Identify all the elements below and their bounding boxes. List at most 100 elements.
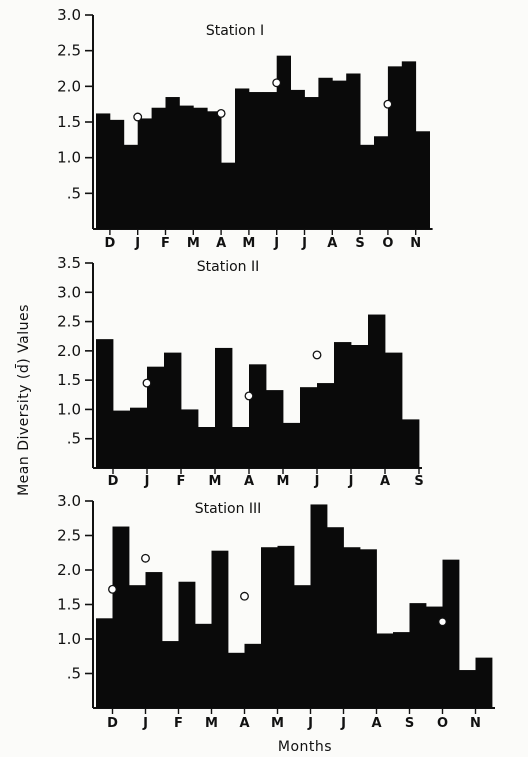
bar [145, 572, 163, 708]
bar [249, 364, 267, 468]
mean-marker [383, 99, 393, 109]
month-label: M [205, 716, 218, 731]
month-label: M [277, 474, 290, 489]
y-tick-label: 1.0 [57, 630, 81, 648]
bar [283, 422, 301, 468]
month-label: N [470, 716, 481, 731]
bar [235, 88, 250, 230]
bar [346, 73, 361, 229]
bar [368, 314, 386, 468]
month-label: J [144, 474, 150, 489]
bar [266, 390, 284, 468]
bar [402, 419, 420, 468]
y-tick-label: 2.5 [57, 527, 81, 545]
bar [96, 618, 113, 708]
bar [244, 643, 262, 708]
bar [262, 92, 278, 229]
month-label: J [301, 236, 307, 251]
month-label: D [105, 236, 116, 251]
bar [181, 409, 199, 468]
panel-title: Station I [206, 23, 264, 39]
x-axis-label: Months [278, 739, 332, 755]
month-label: M [271, 716, 284, 731]
bar [129, 585, 146, 708]
bar [351, 345, 369, 468]
bar [261, 547, 278, 708]
bar [426, 606, 443, 708]
month-label: J [340, 716, 346, 731]
bar [96, 113, 111, 229]
mean-marker [141, 553, 150, 563]
y-tick-label: 2.0 [57, 77, 81, 95]
bar [113, 410, 131, 468]
month-label: M [209, 474, 222, 489]
bar [310, 504, 328, 708]
bar [178, 581, 196, 708]
mean-marker [244, 391, 254, 401]
bar [179, 105, 194, 229]
y-tick-label: 3.5 [57, 254, 81, 272]
month-label: S [405, 716, 414, 731]
month-label: A [239, 716, 249, 731]
bar [317, 383, 335, 468]
month-label: S [355, 236, 364, 251]
bar [123, 144, 139, 229]
bar [232, 427, 250, 468]
mean-marker [108, 584, 117, 594]
y-tick-label: .5 [67, 430, 81, 448]
bar [137, 118, 152, 229]
y-tick-label: 2.0 [57, 342, 81, 360]
station-3-panel: 3.0 2.5 2.0 1.5 1.0 .5 D J F M A M J J A S O N Station III [57, 492, 495, 731]
bar [109, 119, 125, 229]
month-label: F [174, 716, 183, 731]
station-1-panel: 3.0 2.5 2.0 1.5 1.0 .5 D J F M A M J J A S O N Station I [57, 6, 433, 251]
y-tick-label: 1.5 [57, 596, 81, 614]
mean-marker [216, 108, 226, 118]
month-label: A [216, 236, 226, 251]
station-2-panel: 3.5 3.0 2.5 2.0 1.5 1.0 .5 D J F M A M J J A S Station II [57, 254, 424, 489]
bar [221, 162, 236, 229]
month-label: A [371, 716, 381, 731]
panel-title: Station III [195, 501, 262, 517]
bar [415, 131, 430, 229]
month-label: N [410, 236, 421, 251]
mean-marker [438, 617, 447, 627]
y-tick-label: 1.5 [57, 371, 81, 389]
bar [332, 80, 347, 229]
mean-marker [312, 350, 322, 360]
y-tick-label: 3.0 [57, 6, 81, 24]
y-tick-label: 1.5 [57, 113, 81, 131]
bar [343, 547, 361, 708]
bar [162, 641, 179, 708]
month-label: J [273, 236, 279, 251]
mean-marker [142, 378, 152, 388]
y-tick-label: 1.0 [57, 149, 81, 167]
bar [276, 55, 291, 229]
month-label: D [108, 474, 119, 489]
month-label: J [134, 236, 140, 251]
bar [96, 339, 114, 468]
month-label: M [187, 236, 200, 251]
bar [165, 97, 180, 230]
bar [207, 111, 222, 229]
mean-marker [133, 112, 143, 122]
mean-marker [240, 591, 249, 601]
bar [385, 352, 403, 468]
y-tick-label: 3.0 [57, 492, 81, 510]
month-label: S [414, 474, 423, 489]
month-label: A [244, 474, 254, 489]
bar [360, 144, 375, 229]
bar [147, 366, 165, 468]
month-label: O [437, 716, 448, 731]
bar [151, 107, 166, 229]
month-label: A [380, 474, 390, 489]
y-tick-label: 2.5 [57, 313, 81, 331]
bar [164, 352, 182, 468]
bar [215, 347, 233, 468]
month-label: A [327, 236, 337, 251]
bar [409, 603, 427, 708]
month-label: J [142, 716, 148, 731]
bar [459, 670, 476, 708]
bar [401, 61, 417, 229]
bar [334, 342, 352, 468]
